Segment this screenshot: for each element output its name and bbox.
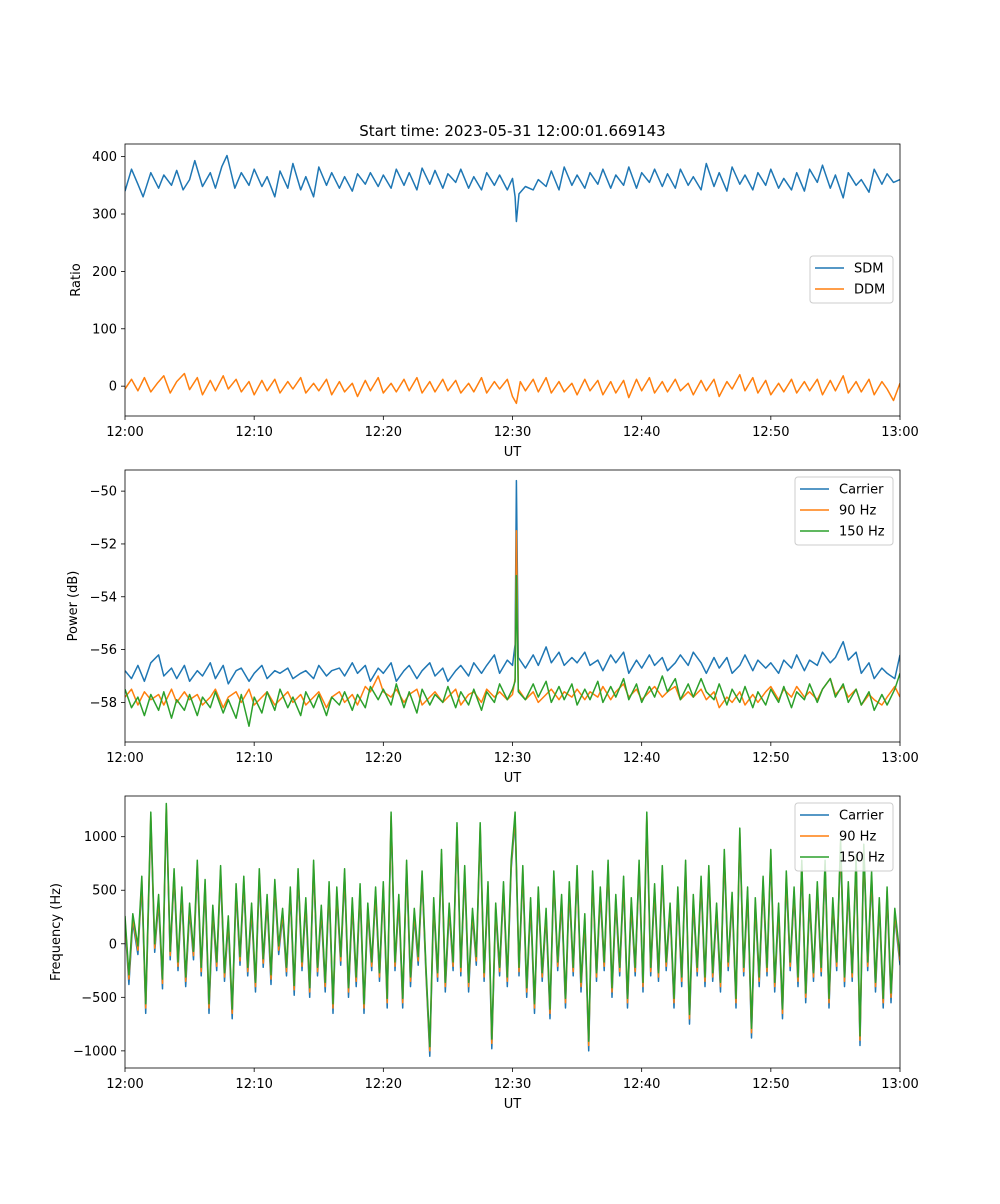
legend-label: Carrier (839, 483, 884, 498)
legend-label: 150 Hz (839, 851, 885, 866)
x-tick-label: 12:20 (365, 1077, 402, 1092)
chart-panel-1: 12:00 12:10 12:20 12:30 12:40 12:50 13:00 0 100 2… (69, 143, 919, 460)
x-tick-label: 12:10 (235, 751, 272, 766)
series-line-ddm (125, 372, 900, 405)
chart-title: Start time: 2023-05-31 12:00:01.669143 (359, 122, 665, 140)
y-tick-label: −50 (90, 485, 117, 500)
x-tick-label: 12:10 (235, 425, 272, 440)
series-line-150-hz (125, 574, 900, 727)
legend-label: 150 Hz (839, 525, 885, 540)
x-tick-label: 13:00 (881, 425, 918, 440)
y-tick-label: 100 (92, 322, 117, 337)
x-tick-label: 12:50 (752, 1077, 789, 1092)
legend-box (794, 802, 894, 872)
legend: SDM DDM (809, 255, 894, 304)
legend-label: 90 Hz (839, 504, 876, 519)
legend: Carrier 90 Hz 150 Hz (794, 802, 894, 872)
y-tick-label: 0 (109, 380, 117, 395)
y-tick-label: −56 (90, 643, 117, 658)
series-group (125, 802, 900, 1057)
y-tick-label: 1000 (84, 830, 117, 845)
x-tick-label: 12:50 (752, 751, 789, 766)
x-axis-label: UT (504, 445, 522, 460)
y-tick-label: −52 (90, 537, 117, 552)
legend-label: Carrier (839, 809, 884, 824)
y-tick-label: −58 (90, 696, 117, 711)
x-axis-label: UT (504, 771, 522, 786)
y-tick-label: −54 (90, 590, 117, 605)
y-tick-label: 0 (109, 937, 117, 952)
series-group (125, 154, 900, 405)
y-axis-label: Frequency (Hz) (49, 883, 64, 981)
y-tick-label: 300 (92, 208, 117, 223)
x-tick-label: 12:00 (106, 1077, 143, 1092)
x-tick-label: 12:50 (752, 425, 789, 440)
x-tick-label: 12:40 (623, 425, 660, 440)
series-line-150-hz (125, 802, 900, 1048)
x-tick-label: 12:00 (106, 425, 143, 440)
chart-panel-2: 12:00 12:10 12:20 12:30 12:40 12:50 13:00 −58 −5… (66, 469, 919, 786)
x-tick-label: 12:30 (494, 425, 531, 440)
x-tick-label: 12:20 (365, 425, 402, 440)
x-tick-label: 12:30 (494, 1077, 531, 1092)
series-group (125, 479, 900, 727)
x-tick-label: 13:00 (881, 751, 918, 766)
x-tick-label: 12:10 (235, 1077, 272, 1092)
x-tick-label: 12:40 (623, 1077, 660, 1092)
legend: Carrier 90 Hz 150 Hz (794, 476, 894, 546)
chart-panel-3: 12:00 12:10 12:20 12:30 12:40 12:50 13:00 −1000… (49, 795, 919, 1112)
y-tick-label: 200 (92, 265, 117, 280)
legend-label: SDM (854, 262, 883, 277)
x-tick-label: 12:30 (494, 751, 531, 766)
legend-box (794, 476, 894, 546)
y-tick-label: 400 (92, 150, 117, 165)
x-tick-label: 12:00 (106, 751, 143, 766)
y-tick-label: −500 (81, 991, 117, 1006)
y-axis-label: Ratio (69, 263, 84, 296)
y-axis-label: Power (dB) (66, 571, 81, 642)
x-tick-label: 13:00 (881, 1077, 918, 1092)
series-line-90-hz (125, 529, 900, 709)
legend-label: DDM (854, 283, 885, 298)
series-line-sdm (125, 154, 900, 223)
x-tick-label: 12:40 (623, 751, 660, 766)
y-tick-label: 500 (92, 884, 117, 899)
x-axis-label: UT (504, 1097, 522, 1112)
y-tick-label: −1000 (73, 1044, 117, 1059)
series-line-carrier (125, 479, 900, 685)
axes-frame (124, 143, 901, 417)
legend-label: 90 Hz (839, 830, 876, 845)
x-tick-label: 12:20 (365, 751, 402, 766)
